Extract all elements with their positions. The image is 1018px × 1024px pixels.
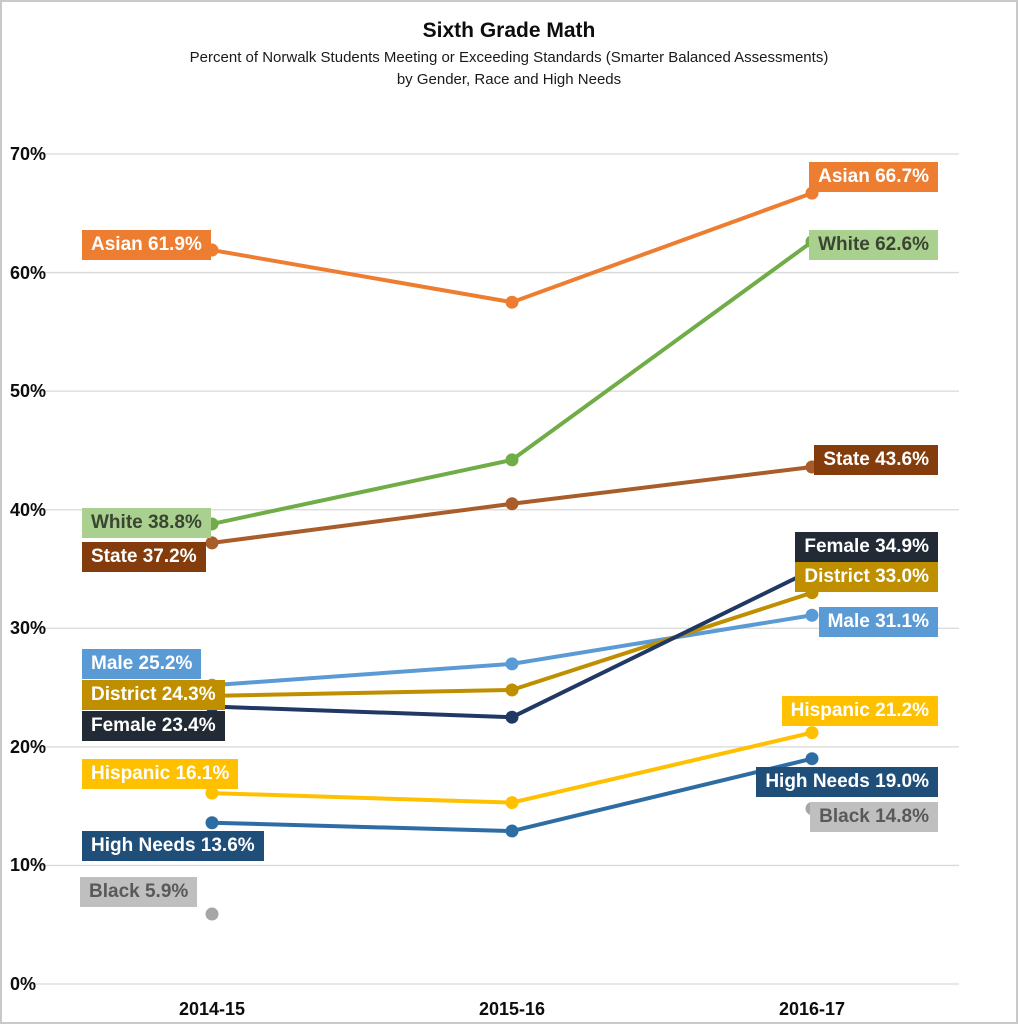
data-point-high-needs	[805, 752, 819, 766]
series-label-female-end: Female 34.9%	[795, 532, 938, 562]
series-label-hispanic-end: Hispanic 21.2%	[781, 696, 938, 726]
y-axis-tick-0: 0%	[10, 974, 37, 994]
chart-title: Sixth Grade Math	[422, 19, 596, 42]
series-label-asian-start: Asian 61.9%	[82, 230, 211, 260]
chart-subtitle-line1: Percent of Norwalk Students Meeting or E…	[189, 49, 829, 66]
y-axis-tick-20: 20%	[10, 736, 47, 757]
data-point-female	[505, 710, 519, 724]
series-label-hispanic-start: Hispanic 16.1%	[82, 759, 239, 789]
y-axis-tick-50: 50%	[10, 381, 47, 402]
series-label-female-start: Female 23.4%	[82, 711, 225, 741]
line-male	[210, 613, 814, 688]
data-point-white	[505, 453, 519, 467]
data-point-high-needs	[505, 824, 519, 838]
series-label-state-end: State 43.6%	[814, 445, 938, 475]
y-axis-tick-30: 30%	[10, 618, 47, 639]
y-axis-tick-40: 40%	[10, 499, 47, 520]
series-label-district-start: District 24.3%	[82, 680, 225, 710]
series-label-state-start: State 37.2%	[82, 542, 206, 572]
series-label-high-needs-end: High Needs 19.0%	[756, 767, 938, 797]
series-label-black-end: Black 14.8%	[810, 802, 938, 832]
y-axis-tick-70: 70%	[10, 144, 47, 164]
line-asian	[210, 191, 814, 305]
data-point-hispanic	[805, 726, 819, 740]
data-point-state	[505, 497, 519, 511]
data-point-hispanic	[205, 786, 219, 800]
data-point-hispanic	[505, 796, 519, 810]
line-hispanic	[210, 730, 814, 805]
series-label-male-start: Male 25.2%	[82, 649, 202, 679]
series-label-asian-end: Asian 66.7%	[809, 162, 938, 192]
data-point-male	[505, 657, 519, 671]
series-label-district-end: District 33.0%	[795, 562, 938, 592]
data-point-high-needs	[205, 816, 219, 830]
x-axis-label-2015-16: 2015-16	[478, 999, 546, 1019]
x-axis-label-2014-15: 2014-15	[178, 999, 246, 1019]
series-label-male-end: Male 31.1%	[818, 607, 938, 637]
y-axis-tick-10: 10%	[10, 855, 47, 876]
line-white	[210, 239, 814, 526]
series-label-white-end: White 62.6%	[809, 230, 938, 260]
series-label-high-needs-start: High Needs 13.6%	[82, 831, 264, 861]
series-label-white-start: White 38.8%	[82, 508, 211, 538]
data-point-black	[205, 907, 219, 921]
data-point-district	[505, 683, 519, 697]
data-point-male	[805, 608, 819, 622]
series-label-black-start: Black 5.9%	[80, 877, 198, 907]
x-axis-label-2016-17: 2016-17	[778, 999, 846, 1019]
y-axis-tick-60: 60%	[10, 262, 47, 283]
data-point-asian	[505, 295, 519, 309]
data-point-state	[205, 536, 219, 550]
chart-subtitle-line2: by Gender, Race and High Needs	[396, 71, 622, 88]
